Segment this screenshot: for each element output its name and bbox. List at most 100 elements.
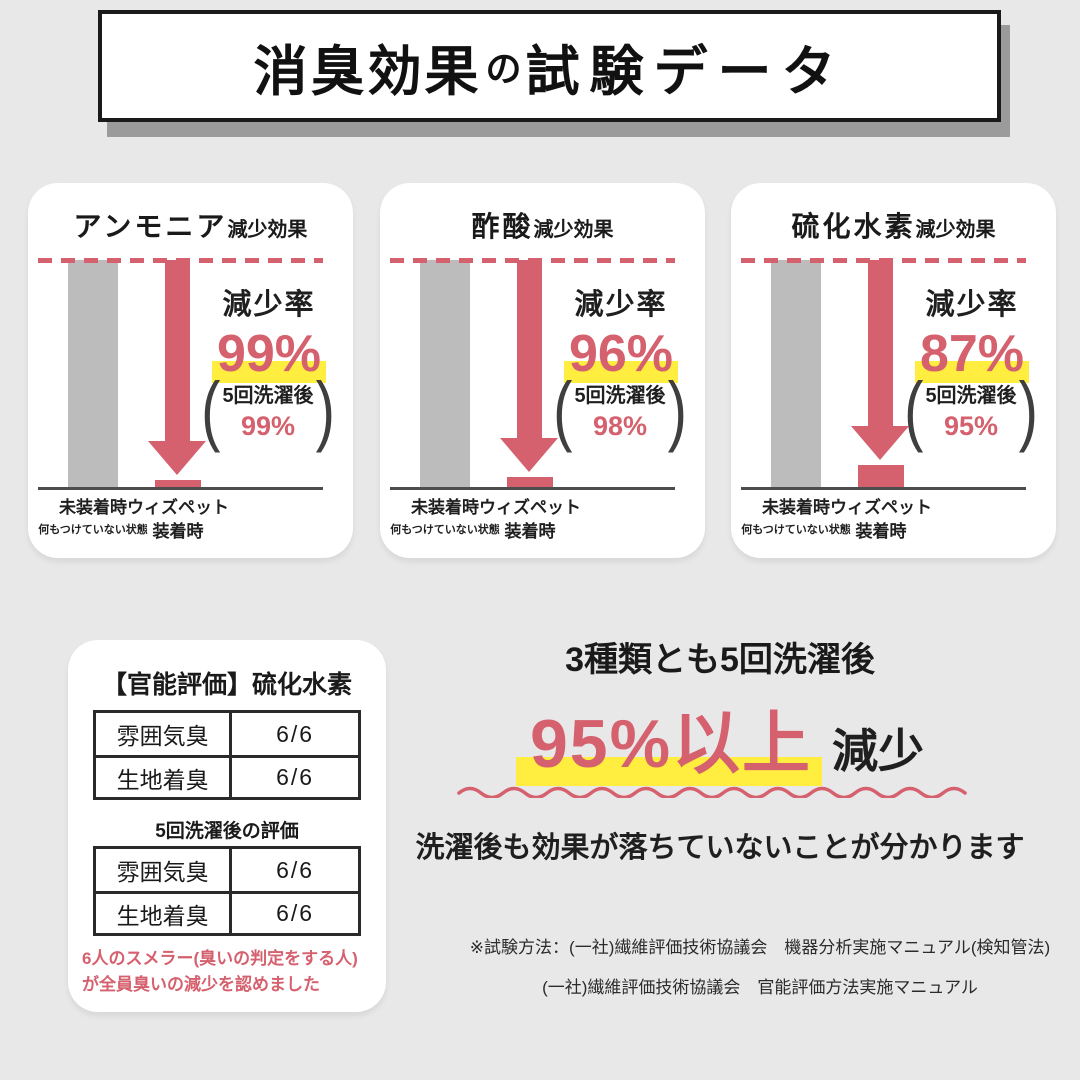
unworn-bar [68, 260, 118, 487]
x-label-worn-line1: ウィズペット [830, 498, 932, 517]
after-wash-content: 5回洗濯後 99% [222, 379, 313, 442]
sensory-note-line1: 6人のスメラー(臭いの判定をする人) [82, 949, 358, 968]
table-row: 雰囲気臭 6/6 [96, 713, 358, 755]
sensory-table-after-wash: 雰囲気臭 6/6 生地着臭 6/6 [93, 846, 361, 936]
summary-subtext: 洗濯後も効果が落ちていないことが分かります [415, 832, 1025, 864]
reduction-rate-value: 99% [203, 325, 335, 383]
chart-card-ammonia: アンモニア減少効果 減少率 99% ( 5回洗濯後 99% ) 未装着時 何もつ… [28, 183, 353, 558]
x-label-unworn-main: 未装着時 [762, 498, 830, 517]
page-title-part3: 試験データ [525, 41, 846, 102]
summary-heading: 3種類とも5回洗濯後 [565, 641, 875, 679]
reduction-rate-label: 減少率 [574, 289, 668, 321]
card-title-suffix: 減少効果 [915, 219, 996, 241]
reduction-rate-value: 96% [555, 325, 687, 383]
sensory-table2-caption: 5回洗濯後の評価 [155, 821, 299, 842]
x-label-worn: ウィズペット 装着時 [465, 496, 595, 544]
table-row: 生地着臭 6/6 [96, 891, 358, 933]
x-label-unworn-sub: 何もつけていない状態 [741, 523, 851, 536]
card-title: 硫化水素減少効果 [731, 205, 1056, 245]
row-label: 雰囲気臭 [96, 713, 233, 755]
sensory-table-initial: 雰囲気臭 6/6 生地着臭 6/6 [93, 710, 361, 800]
sensory-note-line2: が全員臭いの減少を認めました [82, 975, 320, 995]
reduction-arrow-shaft [165, 260, 190, 443]
worn-bar [858, 465, 904, 487]
x-label-worn: ウィズペット 装着時 [816, 496, 946, 544]
after-wash-value: 99% [240, 411, 296, 441]
row-value: 6/6 [276, 900, 315, 926]
row-label: 生地着臭 [96, 758, 233, 797]
row-label: 生地着臭 [96, 894, 233, 933]
reduction-arrow-head [148, 441, 206, 475]
x-label-worn: ウィズペット 装着時 [113, 496, 243, 544]
x-label-worn-line2: 装着時 [855, 521, 907, 541]
x-label-unworn-sub: 何もつけていない状態 [390, 523, 500, 536]
after-wash-note: ( 5回洗濯後 99% ) [186, 371, 350, 449]
paren-close: ) [315, 365, 335, 454]
x-label-unworn: 未装着時 何もつけていない状態 [731, 496, 861, 537]
reduction-rate-value: 87% [906, 325, 1038, 383]
card-title: 酢酸減少効果 [380, 205, 705, 245]
summary-big-suffix: 減少 [832, 725, 925, 777]
reduction-arrow-shaft [868, 260, 893, 428]
footnote-line1: ※試験方法：(一社)繊維評価技術協議会 機器分析実施マニュアル(検知管法) [469, 938, 1051, 957]
x-label-unworn: 未装着時 何もつけていない状態 [28, 496, 158, 537]
paren-close: ) [1018, 365, 1038, 454]
reduction-rate-label: 減少率 [222, 289, 316, 321]
level-100-dashed-line [38, 258, 323, 263]
reduction-rate-block: 減少率 96% [555, 281, 687, 383]
row-value: 6/6 [276, 764, 315, 790]
summary-big-rate: 95%以上 [515, 706, 823, 786]
sensory-title: 【官能評価】硫化水素 [101, 671, 352, 699]
after-wash-value: 98% [592, 411, 648, 441]
card-title-suffix: 減少効果 [227, 219, 308, 241]
x-label-worn-line1: ウィズペット [479, 498, 581, 517]
card-title-substance: アンモニア [73, 211, 228, 242]
reduction-rate-block: 減少率 87% [906, 281, 1038, 383]
worn-bar [155, 480, 201, 487]
card-title-suffix: 減少効果 [533, 219, 614, 241]
card-title-substance: 硫化水素 [791, 211, 916, 242]
row-label: 雰囲気臭 [96, 849, 233, 891]
after-wash-content: 5回洗濯後 98% [574, 379, 665, 442]
chart-card-hydrogen-sulfide: 硫化水素減少効果 減少率 87% ( 5回洗濯後 95% ) 未装着時 何もつけ… [731, 183, 1056, 558]
after-wash-label: 5回洗濯後 [222, 385, 314, 407]
x-label-worn-line2: 装着時 [504, 521, 556, 541]
table-row: 生地着臭 6/6 [96, 755, 358, 797]
card-title-substance: 酢酸 [471, 211, 534, 242]
chart-card-acetic-acid: 酢酸減少効果 減少率 96% ( 5回洗濯後 98% ) 未装着時 何もつけてい… [380, 183, 705, 558]
after-wash-value: 95% [943, 411, 999, 441]
after-wash-label: 5回洗濯後 [574, 385, 666, 407]
paren-open: ( [201, 365, 221, 454]
reduction-arrow-head [500, 438, 558, 472]
worn-bar [507, 477, 553, 487]
after-wash-note: ( 5回洗濯後 98% ) [538, 371, 702, 449]
sensory-note: 6人のスメラー(臭いの判定をする人) が全員臭いの減少を認めました [82, 946, 376, 999]
reduction-arrow-shaft [517, 260, 542, 440]
test-method-footnotes: ※試験方法：(一社)繊維評価技術協議会 機器分析実施マニュアル(検知管法) (一… [440, 928, 1080, 1008]
row-value: 6/6 [276, 856, 315, 883]
row-value: 6/6 [276, 720, 315, 747]
x-label-unworn: 未装着時 何もつけていない状態 [380, 496, 510, 537]
x-label-worn-line1: ウィズペット [127, 498, 229, 517]
reduction-arrow-head [851, 426, 909, 460]
after-wash-content: 5回洗濯後 95% [925, 379, 1016, 442]
after-wash-label: 5回洗濯後 [925, 385, 1017, 407]
axis-baseline [38, 487, 323, 490]
after-wash-note: ( 5回洗濯後 95% ) [889, 371, 1053, 449]
level-100-dashed-line [741, 258, 1026, 263]
level-100-dashed-line [390, 258, 675, 263]
page-title-part1: 消臭効果 [253, 41, 482, 102]
card-title: アンモニア減少効果 [28, 205, 353, 245]
x-label-worn-line2: 装着時 [152, 521, 204, 541]
reduction-rate-number: 99% [211, 325, 327, 383]
x-label-unworn-main: 未装着時 [411, 498, 479, 517]
paren-open: ( [553, 365, 573, 454]
axis-baseline [741, 487, 1026, 490]
sensory-evaluation-card: 【官能評価】硫化水素 雰囲気臭 6/6 生地着臭 6/6 5回洗濯後の評価 雰囲… [68, 640, 386, 1012]
unworn-bar [420, 260, 470, 487]
reduction-rate-number: 96% [563, 325, 679, 383]
footnote-line2: (一社)繊維評価技術協議会 官能評価方法実施マニュアル [542, 977, 978, 997]
unworn-bar [771, 260, 821, 487]
reduction-rate-number: 87% [914, 325, 1030, 383]
